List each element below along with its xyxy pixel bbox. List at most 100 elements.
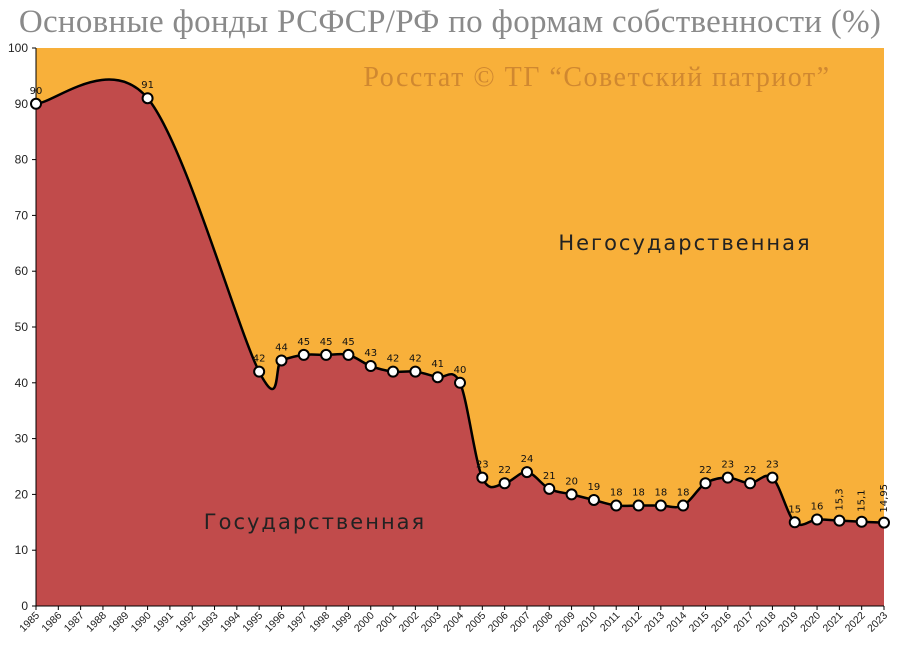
data-point bbox=[342, 348, 355, 361]
x-tick-label: 2014 bbox=[664, 610, 689, 635]
data-label: 16 bbox=[811, 502, 824, 513]
data-point bbox=[409, 365, 422, 378]
x-tick-label: 2016 bbox=[709, 610, 734, 635]
data-point bbox=[387, 365, 400, 378]
data-point bbox=[766, 471, 779, 484]
data-label: 23 bbox=[476, 460, 489, 471]
data-label: 22 bbox=[699, 465, 712, 476]
data-point bbox=[699, 477, 712, 490]
y-tick-label: 40 bbox=[15, 376, 29, 390]
x-ticks: 1985198619871988198919901991199219931994… bbox=[17, 606, 890, 635]
y-tick-label: 10 bbox=[15, 543, 29, 557]
region-label-upper: Негосударственная bbox=[558, 231, 811, 255]
x-tick-label: 1991 bbox=[151, 610, 176, 635]
y-tick-label: 80 bbox=[15, 153, 29, 167]
data-label: 42 bbox=[253, 354, 266, 365]
watermark: Росстат © ТГ “Советский патриот” bbox=[363, 62, 830, 93]
x-tick-label: 2022 bbox=[843, 610, 868, 635]
data-label: 22 bbox=[498, 465, 511, 476]
data-label: 24 bbox=[521, 454, 534, 465]
x-tick-label: 2002 bbox=[396, 610, 421, 635]
data-point bbox=[253, 365, 266, 378]
x-tick-label: 2000 bbox=[352, 610, 377, 635]
x-tick-label: 2005 bbox=[463, 610, 488, 635]
data-label: 45 bbox=[320, 337, 333, 348]
x-tick-label: 2001 bbox=[374, 610, 399, 635]
data-point bbox=[632, 499, 645, 512]
data-label: 45 bbox=[297, 337, 310, 348]
data-label: 15,3 bbox=[834, 488, 845, 510]
x-tick-label: 2013 bbox=[642, 610, 667, 635]
data-label: 18 bbox=[654, 488, 667, 499]
x-tick-label: 2018 bbox=[754, 610, 779, 635]
data-point bbox=[677, 499, 690, 512]
x-tick-label: 1989 bbox=[106, 610, 131, 635]
x-tick-label: 2019 bbox=[776, 610, 801, 635]
data-label: 23 bbox=[721, 460, 734, 471]
lower-area-gosudarstvennaya bbox=[36, 79, 884, 606]
data-point bbox=[297, 348, 310, 361]
x-tick-label: 2017 bbox=[731, 610, 756, 635]
x-tick-label: 1990 bbox=[129, 610, 154, 635]
x-tick-label: 2009 bbox=[553, 610, 578, 635]
data-label: 22 bbox=[744, 465, 757, 476]
data-point bbox=[565, 488, 578, 501]
data-label: 42 bbox=[387, 354, 400, 365]
data-point bbox=[454, 376, 466, 389]
data-point bbox=[30, 97, 42, 110]
x-tick-label: 2010 bbox=[575, 610, 600, 635]
data-label: 45 bbox=[342, 337, 355, 348]
x-tick-label: 2008 bbox=[530, 610, 555, 635]
data-point bbox=[498, 477, 511, 490]
data-label: 44 bbox=[275, 342, 288, 353]
x-tick-label: 2006 bbox=[486, 610, 511, 635]
data-point bbox=[788, 516, 801, 529]
data-label: 14,95 bbox=[879, 484, 890, 513]
data-point bbox=[610, 499, 623, 512]
data-label: 18 bbox=[632, 488, 645, 499]
x-tick-label: 2004 bbox=[441, 610, 466, 635]
x-tick-label: 2020 bbox=[798, 610, 823, 635]
data-label: 15 bbox=[788, 504, 801, 515]
data-point bbox=[431, 371, 444, 384]
data-point bbox=[744, 477, 757, 490]
data-label: 20 bbox=[565, 476, 578, 487]
y-tick-label: 90 bbox=[15, 97, 29, 111]
x-tick-label: 1999 bbox=[330, 610, 355, 635]
y-tick-label: 70 bbox=[15, 208, 29, 222]
x-tick-label: 1986 bbox=[39, 610, 64, 635]
x-tick-label: 1988 bbox=[84, 610, 109, 635]
x-tick-label: 1985 bbox=[17, 610, 42, 635]
data-point bbox=[520, 466, 533, 479]
data-point bbox=[275, 354, 288, 367]
data-point bbox=[587, 493, 600, 506]
data-point bbox=[320, 348, 333, 361]
data-label: 21 bbox=[543, 471, 556, 482]
data-point bbox=[141, 92, 154, 105]
data-point bbox=[364, 360, 377, 373]
x-tick-label: 1998 bbox=[307, 610, 332, 635]
data-label: 40 bbox=[454, 365, 467, 376]
x-tick-label: 2012 bbox=[620, 610, 645, 635]
y-ticks: 0 10 20 30 40 50 60 70 80 90 100 bbox=[8, 41, 36, 613]
x-tick-label: 2007 bbox=[508, 610, 533, 635]
x-tick-label: 2015 bbox=[687, 610, 712, 635]
data-point bbox=[855, 515, 868, 528]
x-tick-label: 1997 bbox=[285, 610, 310, 635]
data-label: 43 bbox=[364, 348, 377, 359]
data-label: 90 bbox=[30, 86, 43, 97]
data-point bbox=[833, 514, 846, 527]
y-tick-label: 60 bbox=[15, 264, 29, 278]
data-label: 18 bbox=[677, 488, 690, 499]
x-tick-label: 2011 bbox=[598, 610, 623, 635]
x-tick-label: 1993 bbox=[196, 610, 221, 635]
data-markers bbox=[30, 92, 890, 529]
data-label: 15,1 bbox=[857, 489, 868, 511]
x-tick-label: 2003 bbox=[419, 610, 444, 635]
data-point bbox=[878, 516, 890, 529]
data-point bbox=[721, 471, 734, 484]
data-point bbox=[476, 471, 489, 484]
x-tick-label: 1992 bbox=[173, 610, 198, 635]
data-label: 91 bbox=[141, 80, 154, 91]
